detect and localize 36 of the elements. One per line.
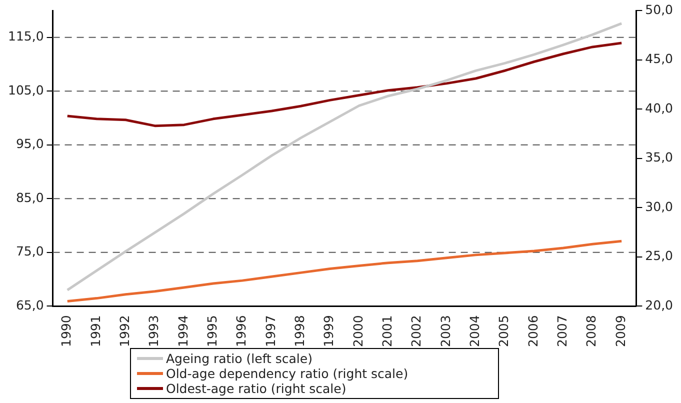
y2-tick-label: 25,0 — [645, 248, 674, 264]
x-tick-label: 2003 — [438, 315, 453, 347]
x-tick-label: 2004 — [466, 315, 482, 347]
x-tick-label: 2008 — [584, 315, 599, 347]
x-tick-label: 1993 — [146, 315, 162, 347]
y-tick-label: 115,0 — [8, 28, 44, 44]
legend-label: Ageing ratio (left scale) — [166, 351, 312, 366]
y2-tick-label: 30,0 — [645, 198, 674, 214]
legend-label: Old-age dependency ratio (right scale) — [166, 366, 408, 381]
y-tick-label: 105,0 — [8, 82, 44, 98]
x-tick-label: 1994 — [175, 315, 190, 347]
y-tick-label: 85,0 — [16, 190, 44, 205]
legend-label: Oldest-age ratio (right scale) — [166, 381, 346, 396]
x-tick-label: 1997 — [262, 315, 278, 347]
y-tick-label: 95,0 — [16, 136, 44, 152]
x-tick-label: 1999 — [321, 315, 336, 347]
x-tick-label: 2001 — [379, 315, 394, 347]
x-tick-label: 1992 — [116, 315, 132, 347]
y2-tick-label: 50,0 — [645, 2, 674, 17]
x-tick-label: 1995 — [204, 315, 220, 347]
y-tick-label: 75,0 — [16, 244, 44, 259]
x-tick-label: 1990 — [58, 315, 74, 347]
y2-tick-label: 20,0 — [645, 297, 674, 312]
x-tick-label: 2006 — [525, 315, 540, 347]
y2-tick-label: 40,0 — [645, 100, 674, 116]
x-tick-label: 1996 — [234, 315, 249, 347]
x-tick-label: 2000 — [350, 315, 366, 347]
x-tick-label: 2005 — [496, 315, 512, 347]
y-tick-label: 65,0 — [16, 297, 44, 312]
x-tick-label: 2002 — [408, 315, 424, 347]
x-tick-label: 2009 — [612, 315, 628, 347]
y2-tick-label: 45,0 — [645, 51, 674, 66]
x-tick-label: 1998 — [292, 315, 307, 347]
y2-tick-label: 35,0 — [645, 150, 674, 165]
x-tick-label: 2007 — [554, 315, 570, 347]
x-tick-label: 1991 — [88, 315, 103, 347]
